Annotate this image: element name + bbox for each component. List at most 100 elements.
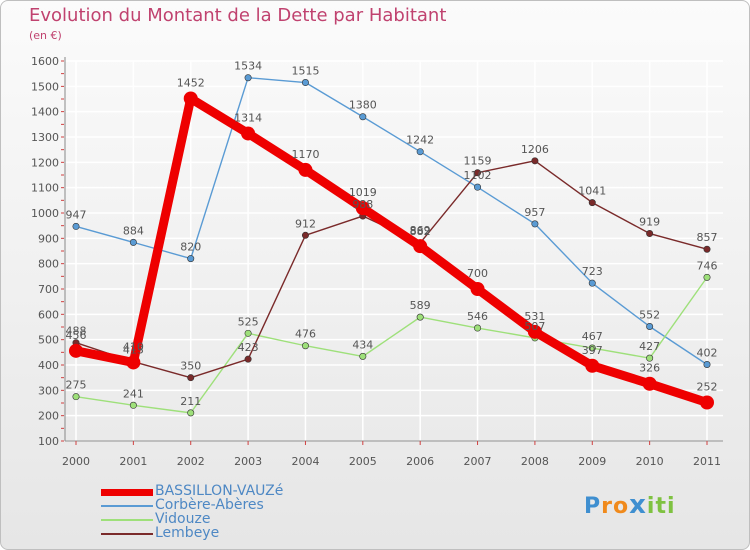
logo-letter: t [655,494,667,519]
logo-letter: i [646,494,656,519]
legend-label: Lembeye [155,525,220,541]
chart-title: Evolution du Montant de la Dette par Hab… [29,5,447,26]
data-label: 326 [639,362,660,375]
data-point [183,91,198,106]
data-label: 912 [295,217,316,230]
data-label: 434 [352,338,373,351]
data-point [703,360,711,368]
data-label: 919 [639,216,660,229]
x-tick-label: 2009 [578,455,606,468]
data-point [588,344,596,352]
data-point [474,324,482,332]
x-tick-label: 2006 [406,455,434,468]
chart-subtitle: (en €) [29,29,62,42]
data-label: 1452 [177,76,205,89]
y-tick-label: 500 [38,334,59,347]
legend-item: BASSILLON-VAUZé [101,483,361,499]
data-label: 467 [582,330,603,343]
data-point [527,324,542,339]
legend-label: Corbère-Abères [155,497,264,513]
axis-layer: 100 200 300 400 500 600 700 800 900 1000 1100 1200 1… [31,55,723,468]
data-label: 507 [524,320,545,333]
legend-item: Vidouze [101,511,361,527]
data-point [301,231,309,239]
data-label: 1159 [464,155,492,168]
y-tick-label: 600 [38,308,59,321]
data-label: 988 [352,198,373,211]
data-point [703,245,711,253]
data-label: 531 [524,310,545,323]
logo-letter: i [666,494,676,519]
y-tick-label: 400 [38,359,59,372]
data-point [126,355,141,370]
data-point [244,355,252,363]
data-point [187,409,195,417]
y-tick-label: 1600 [31,55,59,68]
data-label: 746 [697,259,718,272]
series-line [75,77,708,366]
series-line [71,93,712,407]
data-label: 884 [123,224,144,237]
y-tick-label: 900 [38,232,59,245]
y-tick-label: 1100 [31,182,59,195]
y-tick-label: 1000 [31,207,59,220]
data-point [301,342,309,350]
data-label: 552 [639,308,660,321]
data-label: 456 [66,329,87,342]
data-label: 397 [582,344,603,357]
data-point [69,343,83,358]
legend-item: Corbère-Abères [101,497,361,513]
data-label: 211 [180,395,201,408]
data-label: 1242 [406,134,434,147]
y-tick-label: 300 [38,384,59,397]
x-tick-label: 2010 [636,455,664,468]
data-label: 410 [123,340,144,353]
data-label: 1041 [578,185,606,198]
logo-letter: o [612,494,630,519]
logo-letter: P [584,494,602,519]
data-label: 820 [180,241,201,254]
series-line [75,276,708,414]
data-label: 525 [238,315,259,328]
data-label: 700 [467,267,488,280]
legend-swatch [101,533,153,535]
data-label: 947 [66,208,87,221]
data-point [416,313,424,321]
data-label: 402 [697,346,718,359]
data-label: 252 [697,380,718,393]
data-label: 476 [295,328,316,341]
x-tick-label: 2008 [521,455,549,468]
data-label: 1534 [234,60,262,73]
data-label: 427 [639,340,660,353]
y-tick-label: 1200 [31,156,59,169]
data-point [703,273,711,281]
data-label: 275 [66,379,87,392]
data-point [298,162,313,177]
y-tick-label: 1500 [31,80,59,93]
grid-layer [65,60,723,442]
y-tick-label: 100 [38,435,59,448]
data-point [531,157,539,165]
legend: BASSILLON-VAUZé Corbère-Abères Vidouze L… [101,483,361,541]
data-point [642,376,657,391]
data-label: 546 [467,310,488,323]
data-point [355,201,370,216]
data-label: 488 [66,325,87,338]
data-point [301,79,309,87]
y-tick-label: 1300 [31,131,59,144]
data-point [187,374,195,382]
x-tick-label: 2000 [62,455,90,468]
logo-letter: r [601,494,613,519]
data-label: 1314 [234,111,262,124]
data-point [531,220,539,228]
data-point [359,352,367,360]
data-label: 723 [582,265,603,278]
legend-label: BASSILLON-VAUZé [155,483,284,499]
y-tick-label: 200 [38,410,59,423]
data-label: 589 [410,299,431,312]
data-label: 1515 [291,65,319,78]
data-label-layer: 947 884 820 1534 1515 1380 1242 1102 957 723 552 40… [66,60,718,408]
data-point [474,169,482,177]
